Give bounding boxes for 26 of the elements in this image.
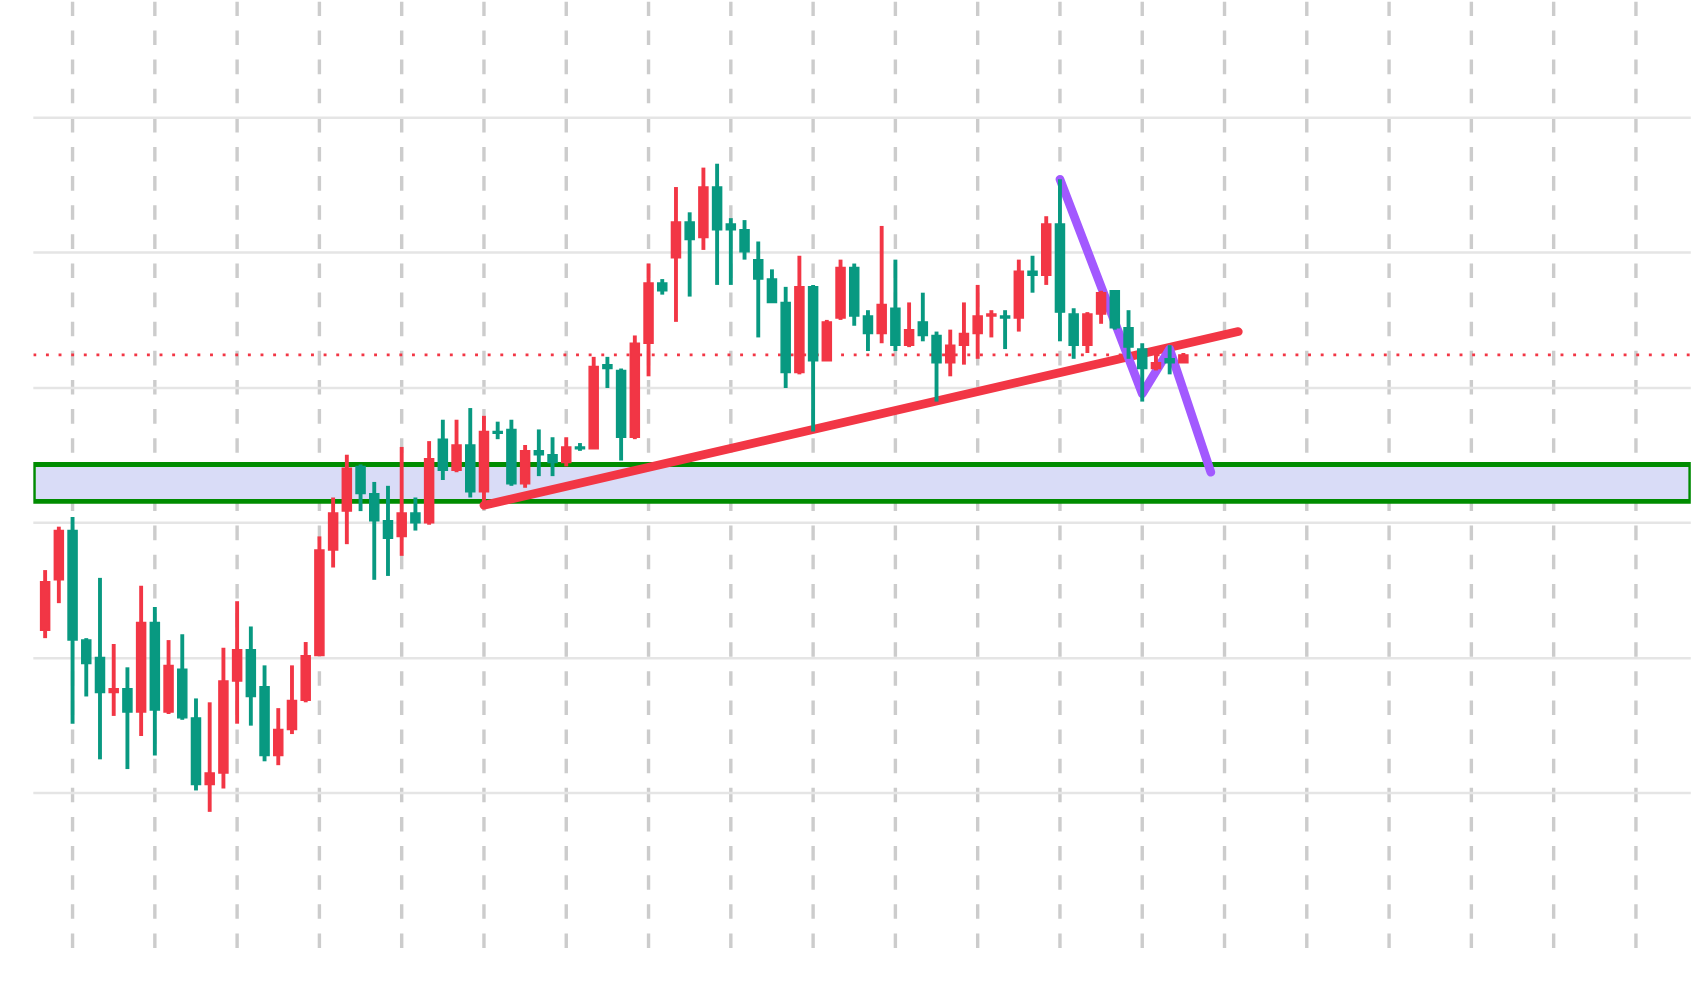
candlestick xyxy=(999,308,1011,352)
candlestick xyxy=(108,642,119,719)
candlestick xyxy=(122,665,133,772)
candlestick xyxy=(410,495,421,533)
candlestick xyxy=(519,443,531,491)
candlestick xyxy=(876,224,887,346)
candlestick xyxy=(711,162,723,288)
candlestick xyxy=(602,355,613,391)
candlestick xyxy=(465,406,476,500)
candlestick xyxy=(753,239,764,340)
candlestick xyxy=(451,418,462,475)
candlestick xyxy=(903,300,915,350)
candlestick xyxy=(1164,343,1175,377)
candlestick xyxy=(890,258,901,354)
candlestick xyxy=(684,210,695,299)
candlestick xyxy=(1136,341,1148,404)
candlestick xyxy=(437,418,449,483)
candlestick xyxy=(1068,306,1079,362)
candlestick xyxy=(163,638,174,717)
candlestick xyxy=(670,185,682,325)
candlestick xyxy=(396,445,407,559)
candlestick xyxy=(1027,254,1038,295)
candlestick xyxy=(561,435,572,469)
candlestick xyxy=(341,453,353,547)
candlestick xyxy=(1013,258,1025,334)
candlestick xyxy=(862,308,874,354)
